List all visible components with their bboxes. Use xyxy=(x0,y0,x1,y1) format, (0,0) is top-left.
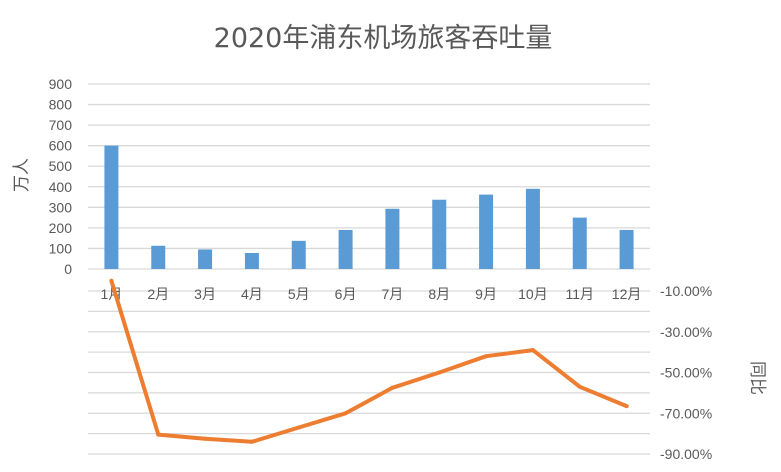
left-tick-label: 700 xyxy=(49,117,73,133)
line-point-5月 xyxy=(296,425,301,430)
left-tick-label: 800 xyxy=(49,97,73,113)
line-point-6月 xyxy=(343,411,348,416)
left-axis-title: 万人 xyxy=(12,158,32,192)
line-point-7月 xyxy=(390,385,395,390)
bar-7月 xyxy=(385,208,400,269)
category-label: 11月 xyxy=(565,286,594,302)
left-tick-label: 300 xyxy=(49,199,73,215)
category-label: 7月 xyxy=(382,286,404,302)
category-label: 9月 xyxy=(475,286,497,302)
left-tick-label: 600 xyxy=(49,138,73,154)
right-axis-tick-labels: -10.00% -30.00% -50.00% -70.00% -90.00% xyxy=(660,283,712,462)
bar-series xyxy=(104,145,634,269)
left-tick-label: 200 xyxy=(49,220,73,236)
line-point-3月 xyxy=(203,436,208,441)
yoy-line xyxy=(109,278,629,444)
left-tick-label: 400 xyxy=(49,179,73,195)
chart-title: 2020年浦东机场旅客吞吐量 xyxy=(214,23,553,54)
line-point-12月 xyxy=(624,404,629,409)
category-label: 12月 xyxy=(612,286,642,302)
line-point-11月 xyxy=(577,384,582,389)
line-point-9月 xyxy=(484,354,489,359)
right-axis-gridlines xyxy=(88,290,650,455)
category-label: 3月 xyxy=(194,286,216,302)
line-point-2月 xyxy=(156,432,161,437)
category-label: 4月 xyxy=(241,286,263,302)
left-axis-tick-labels: 0 100 200 300 400 500 600 700 800 900 xyxy=(49,76,73,277)
bar-3月 xyxy=(198,249,213,269)
category-label: 10月 xyxy=(518,286,548,302)
bar-5月 xyxy=(291,240,306,269)
category-label: 2月 xyxy=(147,286,169,302)
right-axis-title: 同比 xyxy=(747,361,767,395)
left-axis-gridlines xyxy=(88,83,650,270)
line-point-10月 xyxy=(530,348,535,353)
bar-9月 xyxy=(479,194,494,269)
bar-12月 xyxy=(619,229,634,269)
bar-1月 xyxy=(104,145,119,269)
category-axis-labels: 1月 2月 3月 4月 5月 6月 7月 8月 9月 10月 11月 12月 xyxy=(101,286,642,302)
bar-8月 xyxy=(432,199,447,269)
line-point-4月 xyxy=(249,439,254,444)
right-tick-label: -10.00% xyxy=(660,283,712,299)
bar-6月 xyxy=(338,229,353,269)
left-tick-label: 900 xyxy=(49,76,73,92)
line-point-8月 xyxy=(437,370,442,375)
line-series xyxy=(109,278,629,444)
right-tick-label: -70.00% xyxy=(660,405,712,421)
bar-11月 xyxy=(572,217,587,269)
left-tick-label: 500 xyxy=(49,158,73,174)
bar-4月 xyxy=(244,252,259,269)
left-tick-label: 100 xyxy=(49,240,73,256)
bar-2月 xyxy=(151,245,166,269)
right-tick-label: -30.00% xyxy=(660,324,712,340)
category-label: 5月 xyxy=(288,286,310,302)
category-label: 6月 xyxy=(335,286,357,302)
right-tick-label: -50.00% xyxy=(660,365,712,381)
bar-10月 xyxy=(525,188,540,269)
right-tick-label: -90.00% xyxy=(660,446,712,462)
left-tick-label: 0 xyxy=(64,261,72,277)
category-label: 8月 xyxy=(428,286,450,302)
line-point-1月 xyxy=(109,278,114,283)
